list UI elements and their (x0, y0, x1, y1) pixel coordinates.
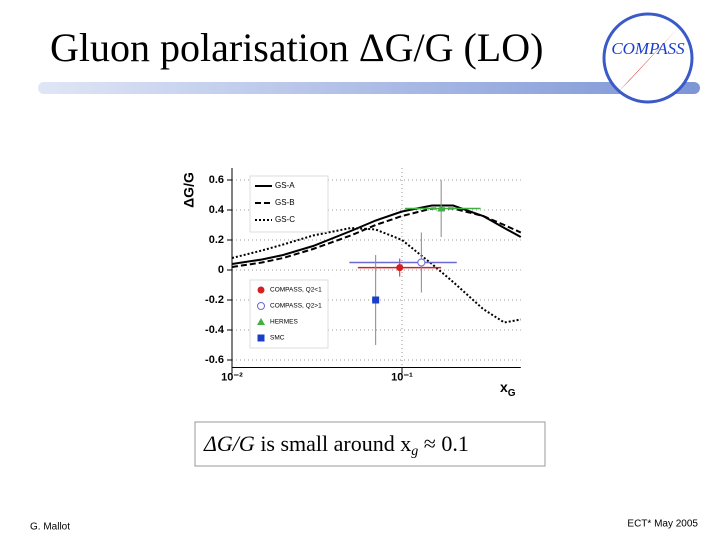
caption-part: ΔG/G (203, 431, 255, 456)
y-tick-label: 0.2 (209, 234, 224, 246)
legend-label: HERMES (270, 319, 298, 326)
caption-box (194, 421, 546, 467)
title-bar (38, 82, 700, 94)
legend-label: GS-B (275, 198, 295, 207)
point (396, 264, 404, 272)
slide-title: Gluon polarisation ΔG/G (LO) (50, 25, 543, 70)
line (231, 226, 521, 324)
legend-marker (257, 286, 265, 294)
y-tick-label: 0.6 (209, 174, 224, 186)
logo-needle (618, 26, 680, 92)
legend-label: SMC (270, 335, 285, 342)
x-tick-label: 10⁻² (221, 371, 243, 383)
x-axis-label: xG (500, 379, 516, 399)
legend-marker (257, 302, 265, 310)
point (417, 258, 426, 267)
caption-part: is small around x (255, 431, 411, 456)
logo-ring (602, 12, 694, 104)
footer-right: ECT* May 2005 (627, 519, 698, 530)
y-tick-label: 0.4 (209, 204, 225, 216)
legend-label: COMPASS, Q2<1 (270, 287, 322, 294)
y-tick-label: -0.2 (205, 294, 224, 306)
caption: ΔG/G is small around xg ≈ 0.1 (203, 431, 469, 459)
line (231, 207, 522, 268)
legend-marker (257, 334, 265, 342)
point (437, 204, 446, 212)
caption-part: ≈ 0.1 (418, 431, 469, 456)
y-axis-label: ΔG/G (181, 172, 197, 208)
legend-marker (257, 318, 265, 325)
footer-left: G. Mallot (30, 522, 70, 533)
point (372, 296, 380, 304)
caption-part: g (411, 444, 418, 459)
plot: -0.6 -0.4 -0.2 0 0.2 0.4 0.6 10⁻² 10⁻¹ GS-A GS-B GS… (205, 168, 522, 383)
legend-label: GS-A (275, 181, 295, 190)
logo-text: COMPASS (611, 39, 685, 58)
y-tick-label: -0.6 (205, 354, 224, 366)
y-tick-label: 0 (218, 264, 224, 276)
y-tick-label: -0.4 (205, 324, 225, 336)
legend-label: GS-C (275, 215, 295, 224)
x-tick-label: 10⁻¹ (391, 371, 413, 383)
x-axis-label-main: x (500, 379, 508, 395)
legend-label: COMPASS, Q2>1 (270, 303, 322, 310)
x-axis-label-sub: G (508, 388, 516, 399)
